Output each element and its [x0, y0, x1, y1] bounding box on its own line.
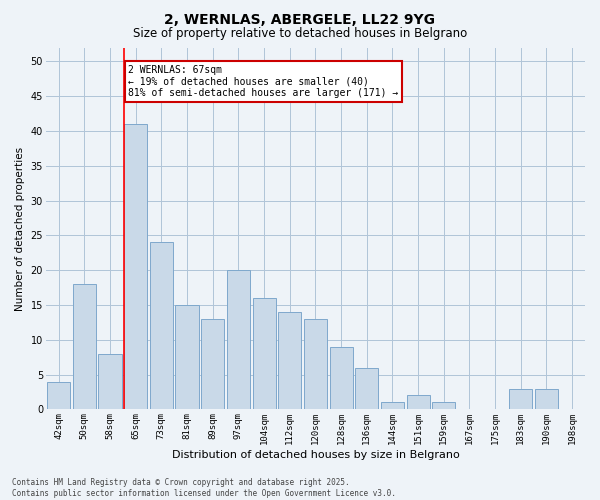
- Bar: [98, 354, 122, 410]
- Text: Size of property relative to detached houses in Belgrano: Size of property relative to detached ho…: [133, 28, 467, 40]
- Bar: [304, 319, 327, 410]
- Bar: [150, 242, 173, 410]
- Bar: [47, 382, 70, 409]
- Bar: [432, 402, 455, 409]
- Bar: [73, 284, 96, 410]
- Bar: [381, 402, 404, 409]
- Bar: [201, 319, 224, 410]
- Bar: [253, 298, 275, 410]
- Text: 2 WERNLAS: 67sqm
← 19% of detached houses are smaller (40)
81% of semi-detached : 2 WERNLAS: 67sqm ← 19% of detached house…: [128, 65, 398, 98]
- Bar: [535, 388, 558, 409]
- Bar: [355, 368, 379, 410]
- Bar: [278, 312, 301, 410]
- Bar: [407, 396, 430, 409]
- Bar: [124, 124, 147, 410]
- X-axis label: Distribution of detached houses by size in Belgrano: Distribution of detached houses by size …: [172, 450, 459, 460]
- Text: 2, WERNLAS, ABERGELE, LL22 9YG: 2, WERNLAS, ABERGELE, LL22 9YG: [164, 12, 436, 26]
- Y-axis label: Number of detached properties: Number of detached properties: [15, 146, 25, 310]
- Bar: [509, 388, 532, 409]
- Bar: [329, 347, 353, 410]
- Bar: [175, 305, 199, 410]
- Bar: [227, 270, 250, 409]
- Text: Contains HM Land Registry data © Crown copyright and database right 2025.
Contai: Contains HM Land Registry data © Crown c…: [12, 478, 396, 498]
